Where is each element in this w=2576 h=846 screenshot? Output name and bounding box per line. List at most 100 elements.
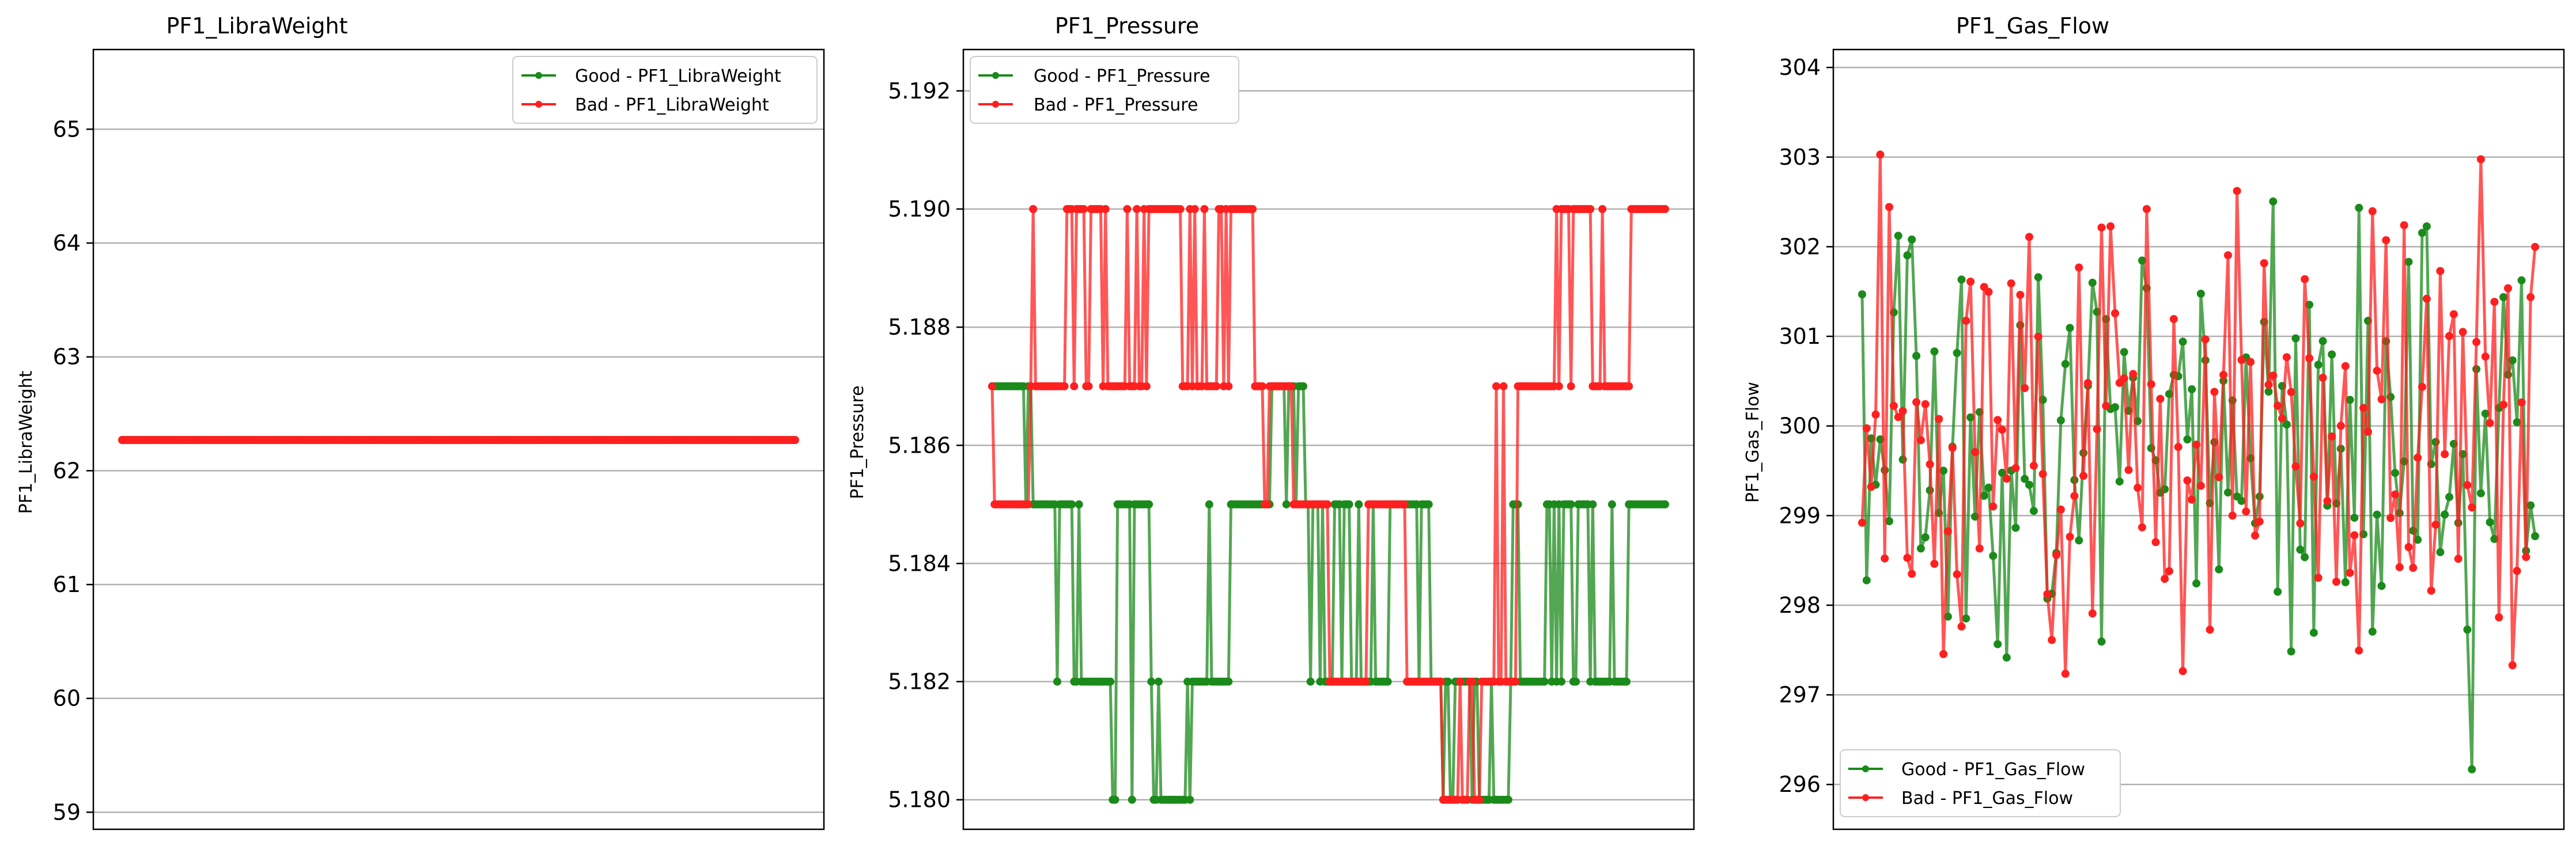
data-point: [2400, 221, 2408, 230]
data-point: [2386, 514, 2395, 522]
data-point: [2364, 427, 2372, 436]
data-point: [2445, 493, 2454, 502]
data-point: [2391, 490, 2399, 499]
data-point: [2296, 545, 2305, 554]
data-point: [2169, 315, 2178, 323]
y-tick-label: 5.188: [888, 314, 951, 340]
data-point: [2468, 765, 2476, 773]
data-point: [2486, 419, 2494, 427]
data-point: [2233, 187, 2241, 195]
data-point: [2454, 555, 2462, 563]
data-point: [1106, 677, 1115, 686]
data-point: [791, 436, 799, 444]
data-point: [2490, 298, 2499, 306]
data-point: [2215, 565, 2223, 574]
data-point: [2309, 628, 2318, 637]
data-point: [2382, 236, 2390, 245]
data-point: [1463, 795, 1472, 804]
data-point: [2165, 567, 2173, 575]
data-point: [2499, 400, 2508, 409]
data-point: [1625, 382, 1633, 390]
data-point: [1930, 560, 1939, 568]
legend-good-marker: [992, 72, 999, 79]
data-point: [1957, 275, 1966, 284]
data-point: [2210, 388, 2219, 396]
data-point: [1885, 203, 1893, 211]
data-point: [1190, 205, 1199, 213]
y-ticks: 59 60 61 62 63 64 65: [53, 116, 93, 825]
data-point: [2274, 401, 2282, 410]
y-tick-label: 304: [1779, 55, 1821, 80]
legend-frame: [512, 56, 818, 124]
data-point: [2111, 403, 2119, 411]
data-point: [2206, 625, 2214, 634]
data-point: [2282, 353, 2291, 362]
y-tick-label: 297: [1779, 682, 1821, 708]
data-point: [2499, 293, 2508, 301]
data-point: [1060, 382, 1069, 390]
data-point: [1287, 382, 1296, 390]
y-tick-label: 5.184: [888, 551, 951, 576]
y-axis-label: PF1_LibraWeight: [16, 370, 36, 514]
data-point: [1200, 205, 1209, 213]
data-point: [2021, 475, 2029, 483]
data-point: [1355, 500, 1363, 509]
y-tick-label: 65: [53, 116, 81, 142]
data-point: [1123, 205, 1132, 213]
data-point: [2120, 348, 2128, 356]
data-point: [2269, 371, 2278, 380]
data-point: [2016, 291, 2025, 299]
data-point: [2178, 667, 2187, 676]
data-point: [2531, 242, 2539, 251]
legend-bad-label: Bad - PF1_LibraWeight: [575, 95, 769, 115]
data-point: [2391, 469, 2399, 477]
data-point: [2377, 582, 2386, 590]
data-point: [2495, 613, 2503, 621]
data-point: [1475, 795, 1484, 804]
data-point: [2368, 627, 2377, 636]
data-point: [2038, 470, 2047, 479]
legend: Good - PF1_LibraWeight Bad - PF1_LibraWe…: [512, 56, 818, 124]
data-point: [2120, 374, 2128, 382]
y-tick-label: 5.192: [888, 78, 951, 104]
data-point: [2011, 464, 2020, 472]
data-point: [2287, 388, 2295, 396]
data-point: [1894, 232, 1902, 240]
data-point: [2138, 523, 2146, 532]
data-point: [2196, 290, 2205, 298]
data-point: [1572, 677, 1580, 686]
data-point: [2359, 404, 2368, 412]
data-point: [1867, 483, 1875, 491]
data-point: [1894, 413, 1902, 422]
data-point: [1903, 553, 1912, 562]
data-point: [1989, 502, 1998, 511]
data-point: [2350, 531, 2359, 540]
data-point: [1444, 677, 1452, 686]
data-point: [2404, 257, 2413, 266]
data-point: [2269, 197, 2278, 206]
data-point: [2309, 472, 2318, 481]
data-point: [2029, 461, 2038, 470]
data-point: [2481, 409, 2490, 418]
data-point: [1567, 382, 1575, 390]
data-point: [2328, 350, 2336, 359]
data-point: [2188, 495, 2196, 504]
data-point: [1588, 500, 1597, 509]
data-point: [2445, 332, 2454, 340]
y-tick-label: 300: [1779, 413, 1821, 439]
y-axis-label: PF1_Pressure: [848, 385, 868, 499]
data-point: [1948, 443, 1957, 452]
data-point: [2468, 503, 2476, 511]
data-point: [2305, 354, 2314, 362]
plot-frame: [92, 48, 825, 830]
data-point: [2418, 229, 2426, 237]
data-point: [2328, 432, 2336, 441]
data-point: [1598, 205, 1607, 213]
data-point: [1889, 401, 1898, 410]
y-tick-label: 60: [53, 686, 81, 711]
data-point: [1258, 382, 1266, 390]
y-tick-label: 5.180: [888, 787, 951, 813]
data-point: [2526, 293, 2535, 301]
data-point: [1939, 650, 1948, 658]
data-point: [1053, 677, 1061, 686]
